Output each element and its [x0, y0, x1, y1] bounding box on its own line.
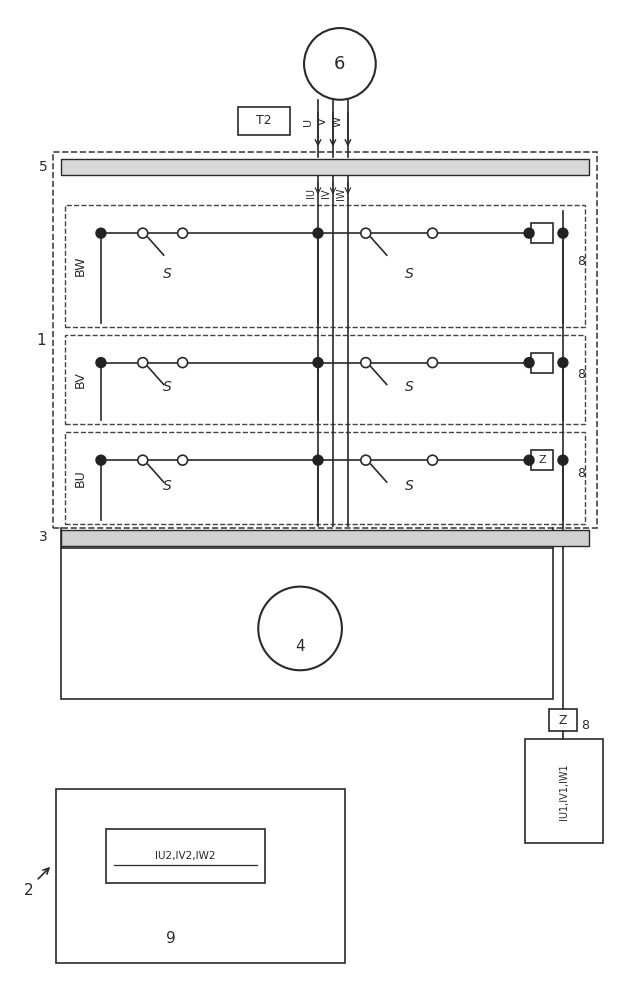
Text: 4: 4	[295, 639, 305, 654]
Text: BV: BV	[74, 371, 86, 388]
Circle shape	[138, 455, 148, 465]
Text: Z: Z	[538, 455, 546, 465]
Text: IU: IU	[306, 188, 316, 198]
Bar	[238, 107, 290, 135]
Circle shape	[427, 228, 438, 238]
Text: Z: Z	[558, 714, 567, 727]
Text: S: S	[163, 479, 172, 493]
Circle shape	[138, 228, 148, 238]
Bar	[106, 829, 265, 883]
Text: 2: 2	[24, 883, 33, 898]
Text: IU1,IV1,IW1: IU1,IV1,IW1	[559, 763, 569, 820]
Bar	[531, 450, 553, 470]
Text: IV: IV	[321, 189, 331, 198]
Circle shape	[177, 455, 188, 465]
Text: IW: IW	[336, 187, 346, 200]
Circle shape	[361, 358, 371, 368]
Circle shape	[313, 455, 323, 465]
Text: S: S	[404, 267, 413, 281]
Circle shape	[177, 228, 188, 238]
Text: S: S	[404, 380, 413, 394]
Circle shape	[524, 358, 534, 368]
Circle shape	[313, 228, 323, 238]
Bar	[65, 335, 585, 424]
Bar	[61, 159, 589, 175]
Circle shape	[558, 455, 568, 465]
Bar	[549, 709, 577, 731]
Text: 9: 9	[166, 931, 176, 946]
Circle shape	[313, 358, 323, 368]
Bar	[531, 353, 553, 373]
Text: S: S	[163, 380, 172, 394]
Text: S: S	[163, 267, 172, 281]
Bar	[65, 432, 585, 524]
Text: U: U	[303, 118, 313, 126]
Circle shape	[361, 228, 371, 238]
Text: IU2,IV2,IW2: IU2,IV2,IW2	[155, 851, 216, 861]
Bar	[53, 152, 597, 528]
Text: 3: 3	[39, 530, 48, 544]
Text: T2: T2	[256, 114, 272, 127]
Text: 8: 8	[577, 368, 585, 381]
Circle shape	[96, 358, 106, 368]
Text: V: V	[318, 118, 328, 125]
Text: S: S	[404, 479, 413, 493]
Bar	[65, 205, 585, 327]
Circle shape	[427, 358, 438, 368]
Bar	[61, 530, 589, 546]
Circle shape	[558, 228, 568, 238]
Circle shape	[138, 358, 148, 368]
Text: W: W	[333, 116, 343, 127]
Circle shape	[558, 358, 568, 368]
Bar	[525, 739, 603, 843]
Circle shape	[427, 455, 438, 465]
Text: 5: 5	[39, 160, 48, 174]
Text: 1: 1	[36, 333, 46, 348]
Circle shape	[177, 358, 188, 368]
Circle shape	[361, 455, 371, 465]
Text: 8: 8	[577, 467, 585, 480]
Text: BW: BW	[74, 256, 86, 276]
Circle shape	[524, 228, 534, 238]
Bar	[61, 548, 553, 699]
Text: 8: 8	[577, 255, 585, 268]
Circle shape	[524, 455, 534, 465]
Circle shape	[96, 455, 106, 465]
Bar	[56, 789, 345, 963]
Text: BU: BU	[74, 469, 86, 487]
Bar	[531, 223, 553, 243]
Text: 6: 6	[334, 55, 345, 73]
Circle shape	[96, 228, 106, 238]
Text: 8: 8	[581, 719, 589, 732]
